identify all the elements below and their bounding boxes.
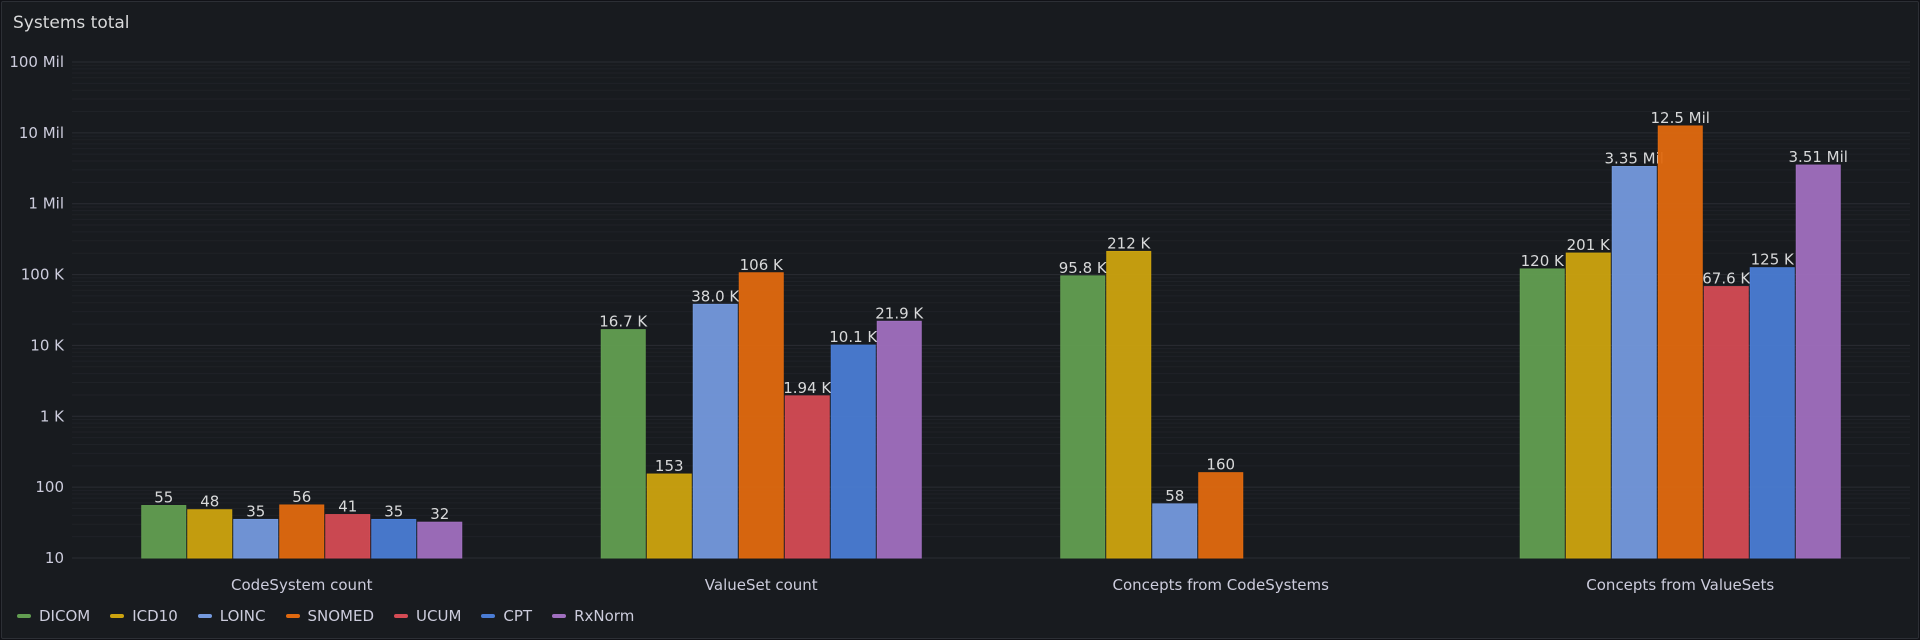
data-label: 95.8 K xyxy=(1059,259,1108,277)
data-label: 56 xyxy=(292,488,311,506)
panel-title: Systems total xyxy=(13,13,130,33)
data-label: 212 K xyxy=(1107,234,1151,252)
data-label: 10.1 K xyxy=(829,328,878,346)
legend-item-snomed[interactable]: SNOMED xyxy=(285,607,375,625)
data-label: 153 xyxy=(655,457,684,475)
legend-swatch xyxy=(17,614,31,618)
legend-swatch xyxy=(552,614,567,618)
bar-snomed-codesystem-count[interactable] xyxy=(279,504,325,559)
bar-loinc-concepts-from-valuesets[interactable] xyxy=(1611,166,1657,559)
bar-loinc-concepts-from-codesystems[interactable] xyxy=(1152,503,1198,559)
data-label: 35 xyxy=(246,502,265,520)
y-tick-label: 10 K xyxy=(30,336,65,354)
bar-ucum-valueset-count[interactable] xyxy=(784,395,830,559)
bar-dicom-codesystem-count[interactable] xyxy=(141,505,187,559)
y-tick-label: 10 Mil xyxy=(19,124,64,142)
bar-loinc-codesystem-count[interactable] xyxy=(233,518,279,559)
data-label: 32 xyxy=(430,505,449,523)
legend-label: LOINC xyxy=(219,607,266,625)
legend-item-ucum[interactable]: UCUM xyxy=(394,607,461,625)
legend-item-loinc[interactable]: LOINC xyxy=(197,607,266,625)
bar-icd10-codesystem-count[interactable] xyxy=(187,509,233,559)
data-label: 106 K xyxy=(740,256,784,274)
legend-item-icd10[interactable]: ICD10 xyxy=(110,607,178,625)
category-label: CodeSystem count xyxy=(231,576,373,594)
legend-label: ICD10 xyxy=(132,607,178,625)
legend-swatch xyxy=(394,614,409,618)
data-label: 3.51 Mil xyxy=(1789,148,1848,166)
bar-icd10-concepts-from-codesystems[interactable] xyxy=(1106,250,1152,559)
legend-label: RxNorm xyxy=(574,607,635,625)
legend-label: SNOMED xyxy=(307,607,375,625)
category-label: Concepts from CodeSystems xyxy=(1113,576,1330,594)
data-label: 125 K xyxy=(1751,251,1795,269)
category-label: Concepts from ValueSets xyxy=(1586,576,1774,594)
y-tick-label: 1 K xyxy=(40,407,65,425)
data-label: 58 xyxy=(1165,487,1184,505)
bar-loinc-valueset-count[interactable] xyxy=(692,303,738,559)
bar-rxnorm-valueset-count[interactable] xyxy=(876,320,922,559)
data-label: 201 K xyxy=(1567,236,1611,254)
legend: DICOM ICD10 LOINC SNOMED UCUM CPT RxNorm xyxy=(17,606,654,626)
legend-swatch xyxy=(481,614,496,618)
data-label: 21.9 K xyxy=(875,304,924,322)
bar-ucum-concepts-from-valuesets[interactable] xyxy=(1703,286,1749,559)
data-label: 160 xyxy=(1206,456,1235,474)
data-label: 35 xyxy=(384,502,403,520)
data-label: 38.0 K xyxy=(691,287,740,305)
y-tick-label: 10 xyxy=(45,549,64,567)
legend-label: UCUM xyxy=(416,607,462,625)
bar-dicom-valueset-count[interactable] xyxy=(600,329,646,559)
data-label: 41 xyxy=(338,498,357,516)
bar-dicom-concepts-from-valuesets[interactable] xyxy=(1519,268,1565,559)
legend-swatch xyxy=(285,614,300,618)
bar-rxnorm-codesystem-count[interactable] xyxy=(417,521,463,559)
y-tick-label: 1 Mil xyxy=(28,195,64,213)
legend-label: DICOM xyxy=(39,607,91,625)
legend-swatch xyxy=(197,614,212,618)
legend-item-cpt[interactable]: CPT xyxy=(481,607,532,625)
bar-snomed-concepts-from-valuesets[interactable] xyxy=(1657,125,1703,559)
data-label: 120 K xyxy=(1521,252,1565,270)
legend-label: CPT xyxy=(503,607,533,625)
bar-ucum-codesystem-count[interactable] xyxy=(325,514,371,559)
data-label: 3.35 Mil xyxy=(1605,150,1664,168)
bar-icd10-valueset-count[interactable] xyxy=(646,473,692,559)
y-tick-label: 100 K xyxy=(21,266,65,284)
bar-cpt-codesystem-count[interactable] xyxy=(371,518,417,559)
data-label: 16.7 K xyxy=(599,313,648,331)
data-label: 1.94 K xyxy=(783,379,832,397)
bar-cpt-valueset-count[interactable] xyxy=(830,344,876,559)
legend-swatch xyxy=(110,614,125,618)
bar-snomed-concepts-from-codesystems[interactable] xyxy=(1198,472,1244,559)
bar-rxnorm-concepts-from-valuesets[interactable] xyxy=(1795,164,1841,559)
bar-cpt-concepts-from-valuesets[interactable] xyxy=(1749,267,1795,559)
y-tick-label: 100 xyxy=(35,478,64,496)
data-label: 48 xyxy=(200,493,219,511)
data-label: 55 xyxy=(154,489,173,507)
data-label: 67.6 K xyxy=(1702,270,1751,288)
bar-snomed-valueset-count[interactable] xyxy=(738,272,784,559)
y-tick-label: 100 Mil xyxy=(9,53,64,71)
category-label: ValueSet count xyxy=(705,576,818,594)
data-label: 12.5 Mil xyxy=(1651,109,1710,127)
legend-item-dicom[interactable]: DICOM xyxy=(17,607,90,625)
bar-icd10-concepts-from-valuesets[interactable] xyxy=(1565,252,1611,559)
legend-item-rxnorm[interactable]: RxNorm xyxy=(552,607,634,625)
bar-dicom-concepts-from-codesystems[interactable] xyxy=(1060,275,1106,559)
